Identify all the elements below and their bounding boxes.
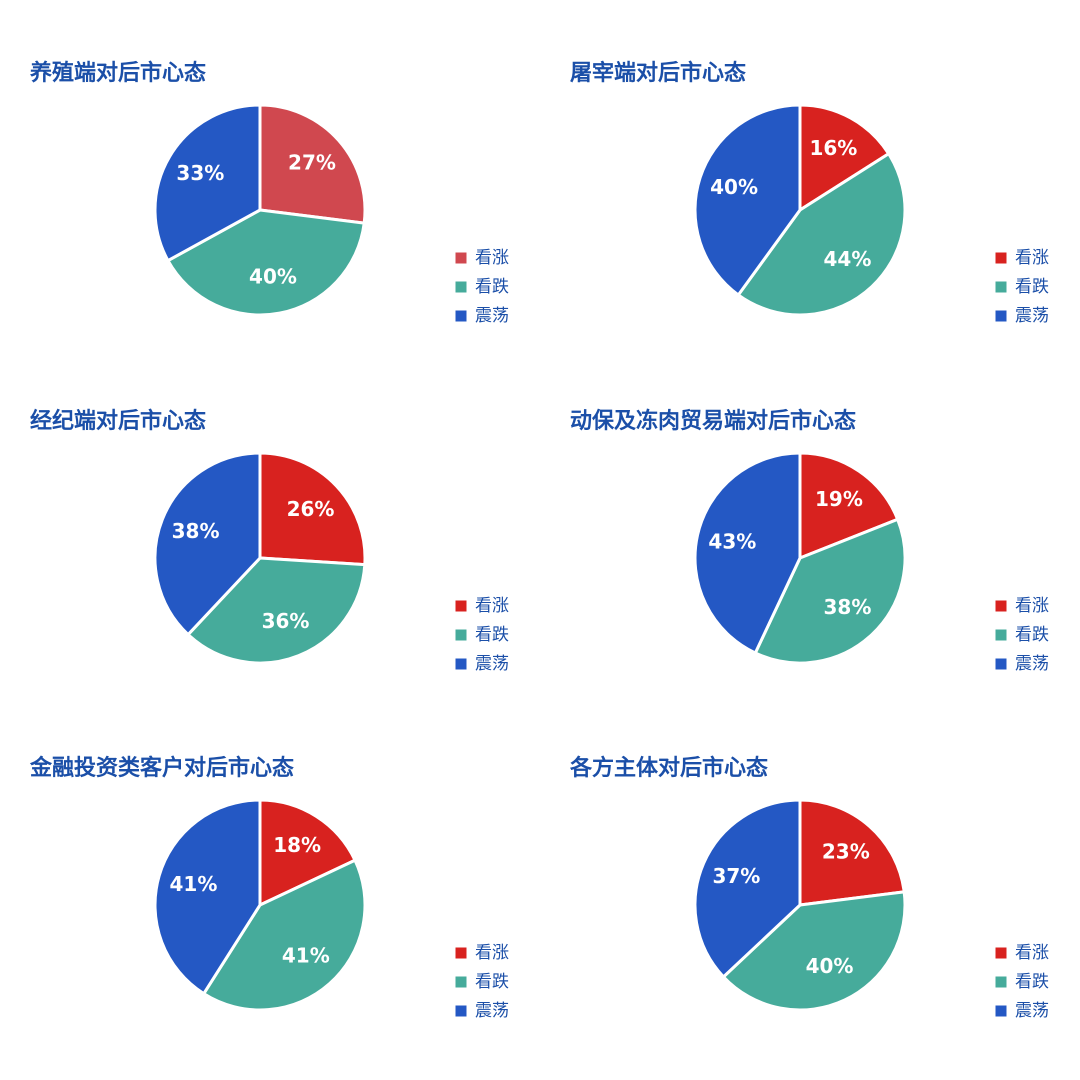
slice-label: 38% [172,519,220,543]
pie-slice [798,103,891,213]
legend-swatch [454,280,468,294]
legend-swatch [994,975,1008,989]
legend-label: 看涨 [475,596,509,616]
legend-label: 看跌 [1015,972,1049,992]
legend-swatch [454,1004,468,1018]
legend-label: 震荡 [475,306,509,326]
legend-swatch [454,309,468,323]
pie-slice [693,103,802,298]
slice-label: 41% [170,872,218,896]
legend-swatch [454,946,468,960]
legend-swatch [454,599,468,613]
pie-slice [693,798,802,979]
slice-label: 37% [712,864,760,888]
legend-label: 看涨 [1015,596,1049,616]
legend-swatch [454,628,468,642]
legend-label: 震荡 [475,1001,509,1021]
legend-label: 看跌 [475,277,509,297]
slice-label: 16% [809,136,857,160]
legend-label: 震荡 [1015,1001,1049,1021]
chart-title: 养殖端对后市心态 [29,60,206,86]
slice-label: 44% [824,247,872,271]
legend-label: 看跌 [475,972,509,992]
chart-title: 屠宰端对后市心态 [570,60,746,86]
slice-label: 36% [262,609,310,633]
slice-label: 19% [815,487,863,511]
slice-label: 40% [806,954,854,978]
slice-label: 43% [708,529,756,553]
legend-label: 看跌 [1015,625,1049,645]
pie-slice [721,890,907,1012]
slice-label: 40% [249,265,297,289]
legend-label: 震荡 [1015,654,1049,674]
slice-label: 23% [822,840,870,864]
slice-label: 33% [176,161,224,185]
legend-label: 看跌 [475,625,509,645]
pie-slice [798,451,900,561]
slice-label: 27% [288,151,336,175]
slice-label: 38% [824,595,872,619]
slice-label: 40% [710,175,758,199]
pie-slice [153,103,262,263]
pie-slice [186,556,367,665]
legend-swatch [994,599,1008,613]
legend-swatch [454,975,468,989]
legend-label: 看跌 [1015,277,1049,297]
pie-slice [753,517,907,665]
pie-slice [258,451,367,567]
legend-label: 看涨 [1015,248,1049,268]
pie-slice [153,451,262,637]
slice-label: 41% [282,943,330,967]
legend-label: 震荡 [1015,306,1049,326]
legend-swatch [454,251,468,265]
pie-slice [201,858,367,1012]
pie-slice [798,798,906,907]
pie-slice [258,798,358,908]
pie-slice [693,451,802,656]
pie-slice [258,103,367,225]
legend-swatch [994,628,1008,642]
chart-title: 各方主体对后市心态 [569,755,768,781]
pie-slice [165,208,366,317]
legend-swatch [994,946,1008,960]
legend-swatch [994,657,1008,671]
legend-label: 看涨 [475,943,509,963]
legend-label: 看涨 [1015,943,1049,963]
chart-title: 经纪端对后市心态 [30,408,206,434]
legend-swatch [454,657,468,671]
chart-title: 金融投资类客户对后市心态 [29,755,294,781]
pie-slice [153,798,262,996]
slice-label: 18% [273,833,321,857]
chart-title: 动保及冻肉贸易端对后市心态 [570,408,856,434]
legend-swatch [994,309,1008,323]
legend-swatch [994,1004,1008,1018]
slice-label: 26% [287,497,335,521]
legend-swatch [994,280,1008,294]
legend-swatch [994,251,1008,265]
pie-slice [736,151,907,317]
legend-label: 看涨 [475,248,509,268]
legend-label: 震荡 [475,654,509,674]
